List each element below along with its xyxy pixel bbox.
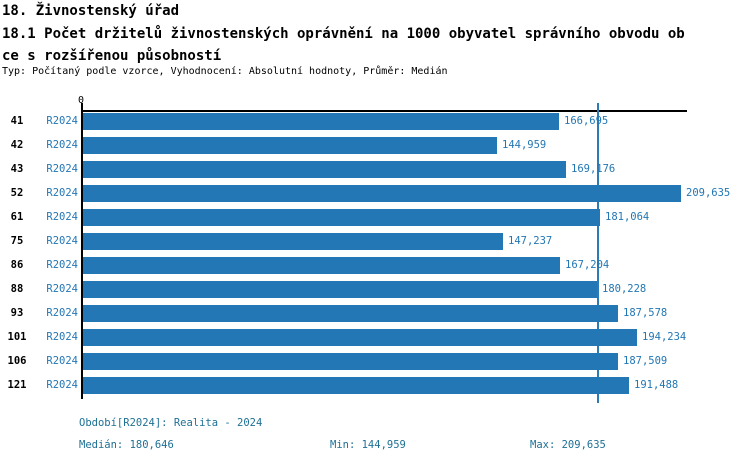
row-category-label: 106: [7, 355, 27, 367]
bar-value-label: 144,959: [502, 139, 547, 151]
bar-value-label: 187,509: [623, 355, 668, 367]
x-axis-line: [81, 110, 687, 112]
row-series-label: R2024: [46, 211, 78, 223]
row-series-label: R2024: [46, 259, 78, 271]
median-line: [597, 103, 599, 403]
bar: [83, 233, 503, 250]
bar: [83, 377, 629, 394]
bar: [83, 137, 497, 154]
row-category-label: 88: [10, 283, 24, 295]
row-category-label: 86: [10, 259, 24, 271]
bar: [83, 353, 618, 370]
row-category-label: 42: [10, 139, 24, 151]
section-title: 18. Živnostenský úřad: [2, 3, 180, 19]
row-category-label: 93: [10, 307, 24, 319]
bar-value-label: 169,176: [571, 163, 616, 175]
x-axis-zero-label: 0: [77, 95, 85, 106]
bar: [83, 281, 597, 298]
bar-value-label: 187,578: [623, 307, 668, 319]
row-series-label: R2024: [46, 235, 78, 247]
row-series-label: R2024: [46, 115, 78, 127]
bar: [83, 161, 566, 178]
row-category-label: 43: [10, 163, 24, 175]
row-series-label: R2024: [46, 163, 78, 175]
bar-value-label: 209,635: [686, 187, 731, 199]
bar: [83, 329, 637, 346]
y-axis-line: [81, 110, 83, 399]
row-category-label: 41: [10, 115, 24, 127]
row-category-label: 75: [10, 235, 24, 247]
bar-value-label: 181,064: [605, 211, 650, 223]
bar-value-label: 191,488: [634, 379, 679, 391]
row-category-label: 52: [10, 187, 24, 199]
row-series-label: R2024: [46, 187, 78, 199]
chart-meta: Typ: Počítaný podle vzorce, Vyhodnocení:…: [2, 66, 448, 77]
bar-value-label: 166,695: [564, 115, 609, 127]
median-stat-label: Medián: 180,646: [79, 439, 174, 451]
bar: [83, 305, 618, 322]
bar-value-label: 147,237: [508, 235, 553, 247]
row-category-label: 61: [10, 211, 24, 223]
x-axis-zero-tick: [81, 103, 83, 111]
row-series-label: R2024: [46, 307, 78, 319]
min-stat-label: Min: 144,959: [330, 439, 406, 451]
row-series-label: R2024: [46, 379, 78, 391]
bar-value-label: 167,204: [565, 259, 610, 271]
row-series-label: R2024: [46, 331, 78, 343]
row-series-label: R2024: [46, 283, 78, 295]
chart-title-line1: 18.1 Počet držitelů živnostenských opráv…: [2, 26, 685, 42]
row-series-label: R2024: [46, 355, 78, 367]
bar: [83, 185, 681, 202]
row-series-label: R2024: [46, 139, 78, 151]
bar: [83, 209, 600, 226]
row-category-label: 121: [7, 379, 27, 391]
max-stat-label: Max: 209,635: [530, 439, 606, 451]
bar-value-label: 194,234: [642, 331, 687, 343]
bar-value-label: 180,228: [602, 283, 647, 295]
row-category-label: 101: [7, 331, 27, 343]
chart-title-line2: ce s rozšířenou působností: [2, 48, 222, 64]
bar: [83, 113, 559, 130]
bar: [83, 257, 560, 274]
period-label: Období[R2024]: Realita - 2024: [79, 417, 263, 429]
